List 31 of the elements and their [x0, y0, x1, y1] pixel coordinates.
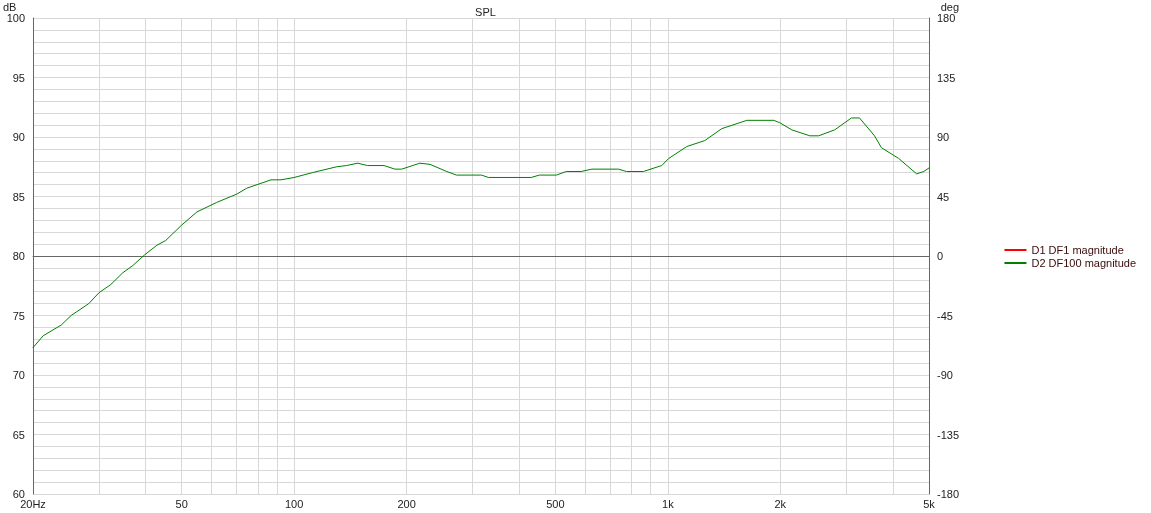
y-tick-label: 100 [6, 12, 25, 24]
x-tick-label: 5k [923, 497, 936, 510]
x-tick-label: 1k [662, 497, 675, 510]
chart-title: SPL [475, 5, 496, 18]
x-tick-label: 500 [546, 497, 565, 510]
x-tick-label: 20Hz [20, 497, 46, 510]
y-tick-label: 95 [12, 71, 25, 84]
y2-tick-label: 0 [937, 250, 944, 262]
y2-tick-label: 135 [937, 71, 956, 84]
legend-label: D2 DF100 magnitude [1031, 257, 1136, 269]
y-tick-label: 85 [12, 190, 25, 203]
y-tick-label: 75 [12, 309, 25, 322]
y2-tick-label: -135 [937, 428, 960, 441]
y-tick-label: 70 [12, 369, 25, 381]
y-tick-label: 65 [12, 428, 25, 441]
y2-tick-label: 90 [937, 131, 950, 143]
y2-tick-label: -90 [937, 369, 953, 381]
y2-tick-label: 45 [937, 190, 950, 203]
y-axis-title: dB [3, 1, 17, 14]
x-tick-label: 200 [397, 497, 416, 510]
y-tick-label: 60 [12, 488, 25, 500]
x-tick-label: 100 [284, 497, 304, 510]
legend-label: D1 DF1 magnitude [1031, 244, 1124, 256]
x-tick-label: 2k [774, 497, 787, 510]
y-tick-label: 80 [12, 250, 25, 262]
y-tick-label: 90 [12, 131, 25, 143]
y2-tick-label: -180 [937, 488, 960, 500]
y2-tick-label: 180 [937, 12, 956, 24]
x-tick-label: 50 [175, 497, 188, 510]
y2-tick-label: -45 [937, 309, 953, 322]
y2-axis-title: deg [940, 1, 959, 14]
